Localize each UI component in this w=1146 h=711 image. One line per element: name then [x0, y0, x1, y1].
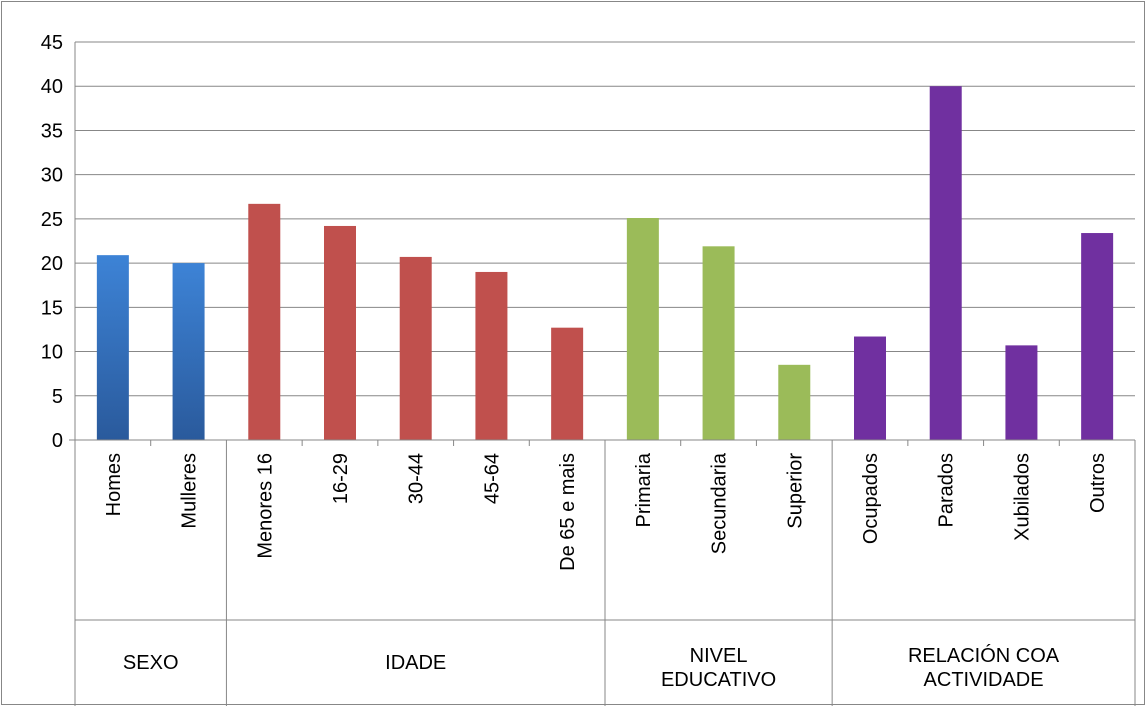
category-label: Superior	[784, 453, 806, 529]
bar	[1081, 233, 1114, 440]
bar	[96, 255, 129, 440]
bar	[475, 271, 508, 440]
category-label: Xubilados	[1011, 453, 1033, 541]
y-tick-label: 30	[41, 165, 63, 187]
bar	[702, 246, 735, 440]
bar	[929, 86, 962, 440]
grid-lines	[75, 41, 1135, 397]
axes	[69, 42, 1136, 706]
group-label: NIVEL EDUCATIVO	[661, 645, 776, 691]
category-label: De 65 e mais	[557, 453, 579, 571]
category-labels: Homes Mulleres Menores 16 16-29 30-44 45-64 De…	[103, 452, 1109, 571]
bar	[551, 327, 584, 440]
bar	[854, 336, 886, 440]
y-tick-label: 25	[41, 209, 63, 231]
category-label: Homes	[103, 453, 125, 516]
category-label: Outros	[1087, 453, 1109, 513]
category-label: Primaria	[633, 452, 655, 527]
y-tick-label: 40	[41, 76, 63, 98]
category-label: 45-64	[481, 453, 503, 504]
y-tick-label: 15	[41, 297, 63, 319]
y-tick-label: 5	[52, 386, 63, 408]
bar	[172, 263, 205, 440]
bar	[324, 225, 356, 440]
bars	[96, 86, 1114, 440]
y-tick-labels: 0 5 10 15 20 25 30 35 40 45	[41, 32, 63, 452]
group-label-line: NIVEL	[690, 645, 748, 667]
category-label: Mulleres	[179, 453, 201, 529]
group-label-line: SEXO	[123, 652, 179, 674]
y-tick-label: 35	[41, 120, 63, 142]
group-label-line: IDADE	[385, 652, 446, 674]
category-label: 30-44	[406, 453, 428, 504]
category-label: Parados	[936, 453, 958, 528]
category-label: Secundaria	[709, 452, 731, 554]
category-label: Ocupados	[860, 453, 882, 544]
group-label-line: RELACIÓN COA	[908, 644, 1060, 667]
group-label-line: EDUCATIVO	[661, 669, 776, 691]
y-tick-label: 20	[41, 253, 63, 275]
bar	[399, 256, 432, 440]
bar	[626, 218, 659, 440]
group-label-line: ACTIVIDADE	[924, 669, 1044, 691]
group-labels: SEXO IDADE NIVEL EDUCATIVO RELACIÓN COA ACTIV…	[123, 644, 1060, 691]
y-tick-label: 10	[41, 342, 63, 364]
group-label: RELACIÓN COA ACTIVIDADE	[908, 644, 1060, 691]
y-tick-label: 0	[52, 430, 63, 452]
bar	[1005, 345, 1038, 440]
category-label: 16-29	[330, 453, 352, 504]
group-label: SEXO	[123, 652, 179, 674]
bar	[248, 203, 281, 440]
category-label: Menores 16	[254, 453, 276, 559]
bar	[778, 364, 811, 440]
group-label: IDADE	[385, 652, 446, 674]
y-tick-label: 45	[41, 32, 63, 54]
